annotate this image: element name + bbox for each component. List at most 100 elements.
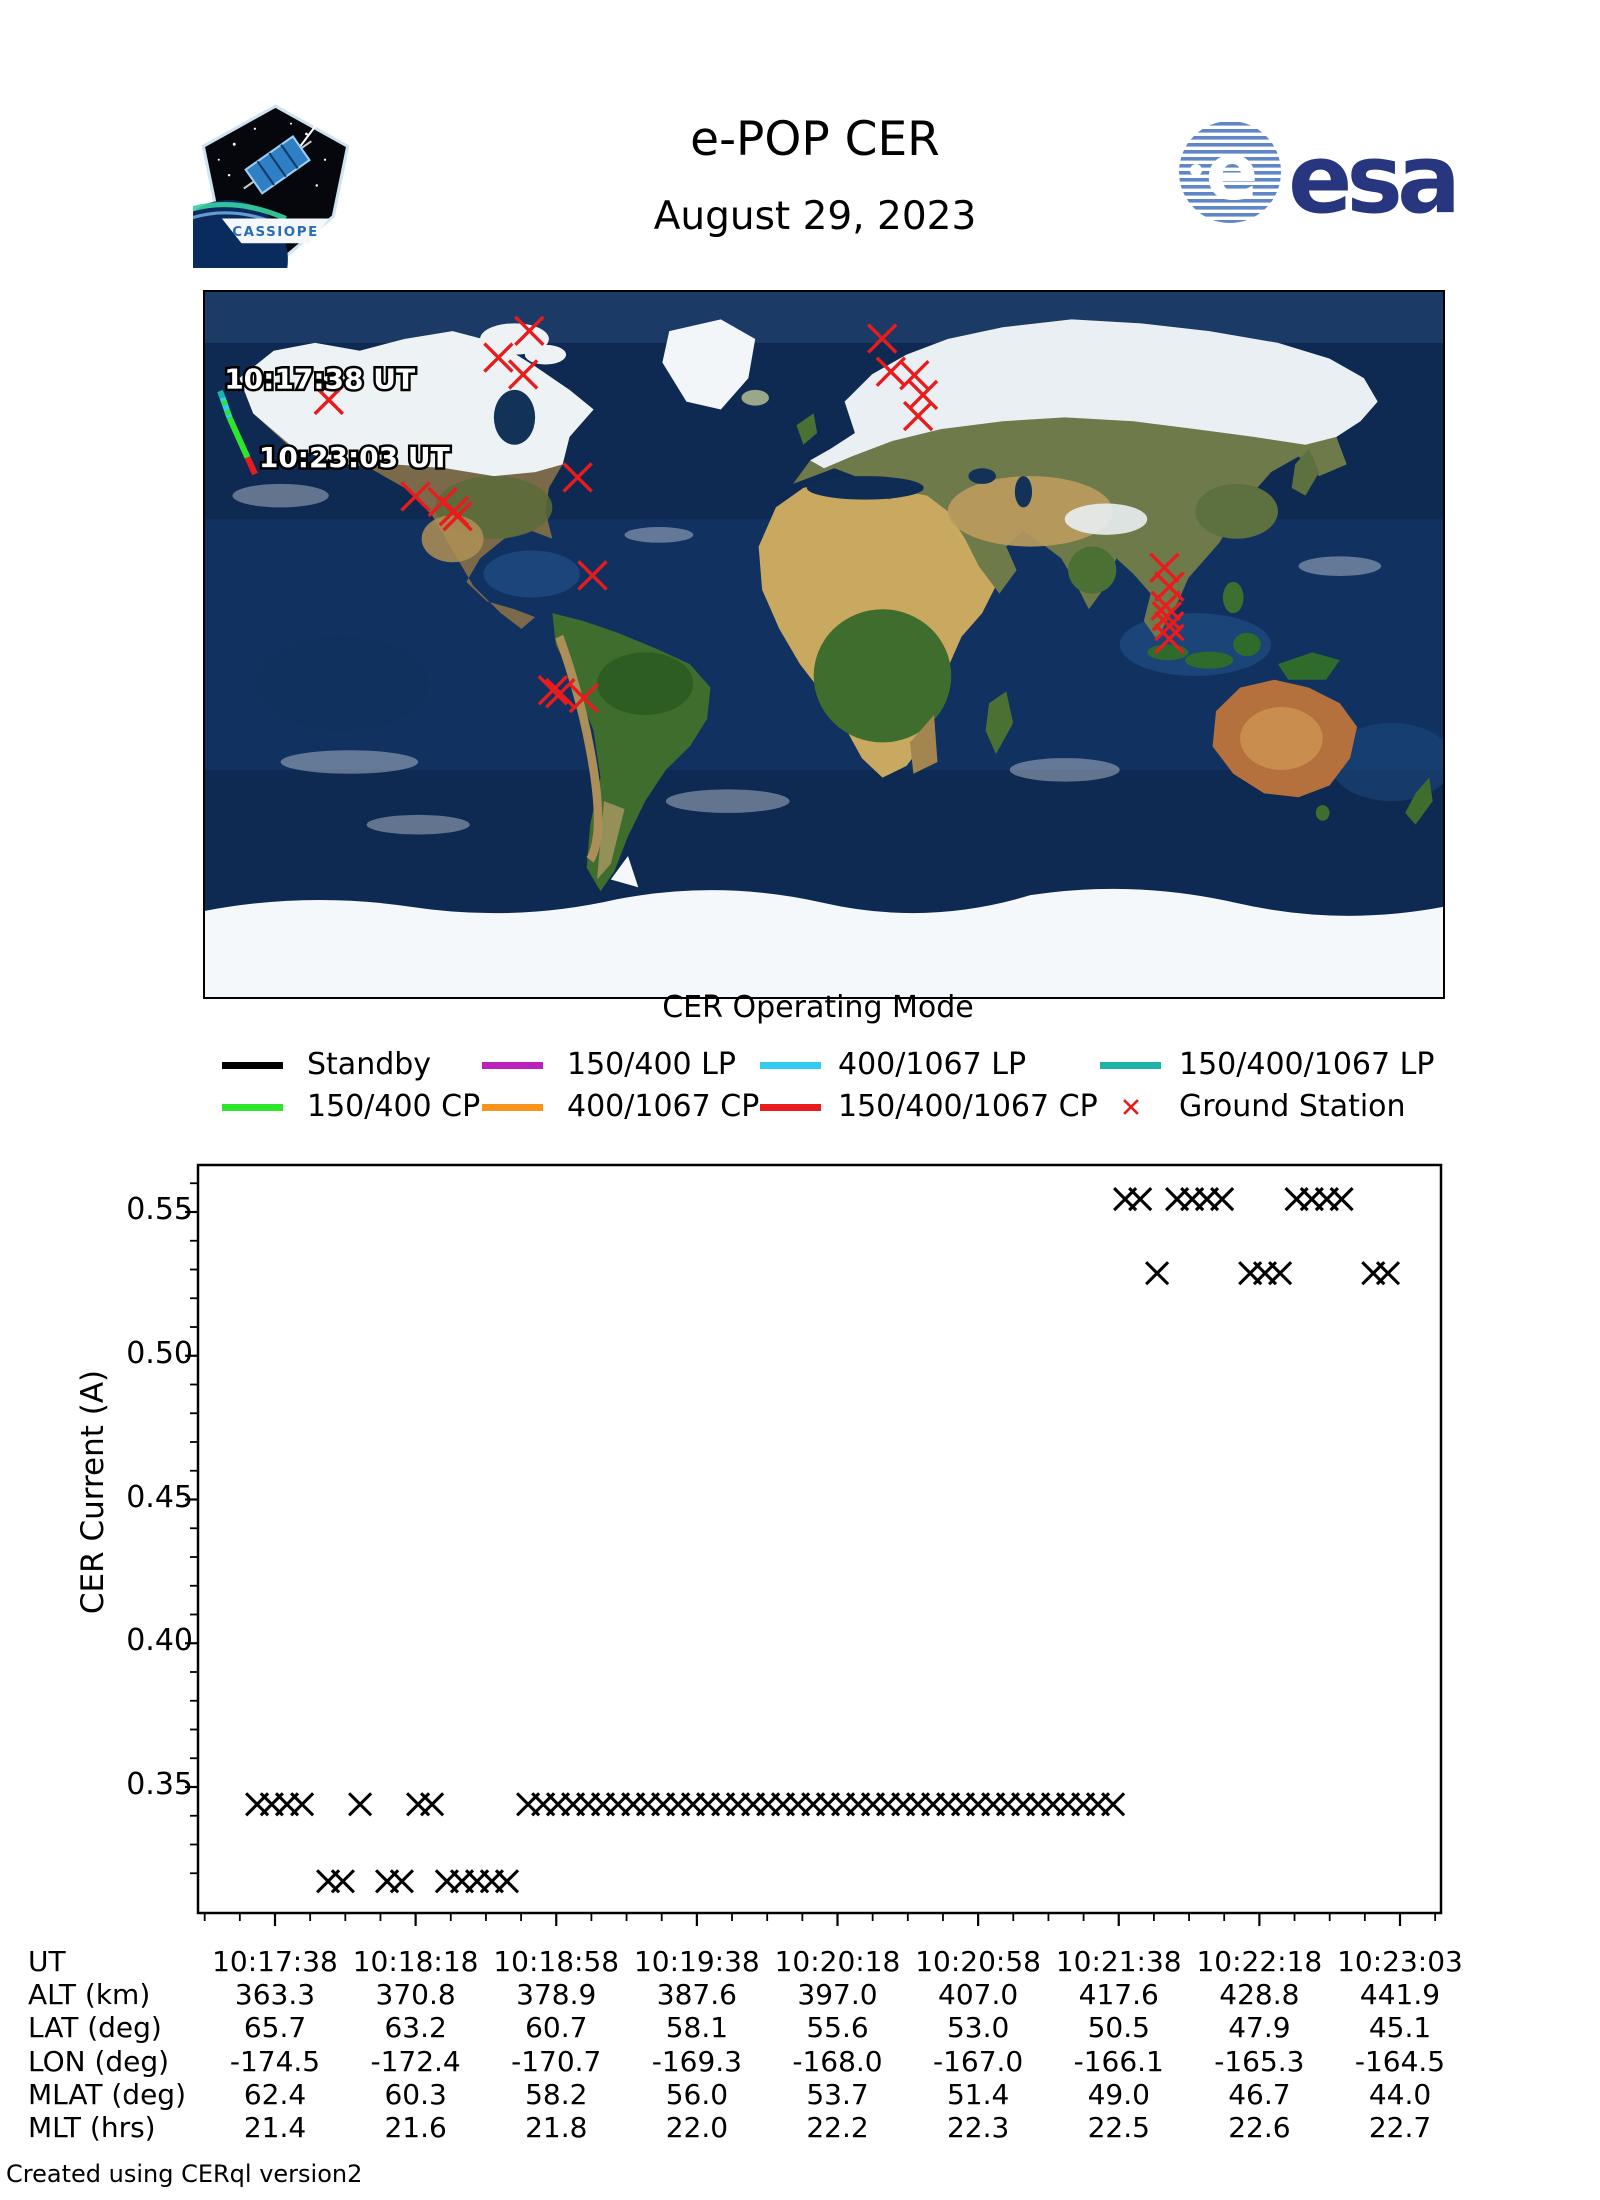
legend-swatch-line <box>482 1062 543 1069</box>
table-cell: -174.5 <box>229 2044 321 2078</box>
data-point-series <box>316 1869 520 1894</box>
legend-swatch-line <box>222 1104 283 1111</box>
table-row-label: MLT (hrs) <box>28 2111 156 2144</box>
satellite-track-segment <box>244 456 258 476</box>
ground-station-marker <box>1149 552 1180 583</box>
patch-name-band <box>221 218 330 244</box>
legend-ground-station-icon <box>1123 1099 1139 1115</box>
esa-logo-graphic: e esa <box>1179 121 1461 235</box>
legend-swatch-line <box>482 1104 543 1111</box>
ground-station-marker <box>1154 623 1185 655</box>
ground-station-marker <box>1154 610 1185 642</box>
esa-wordmark: esa <box>1288 125 1455 230</box>
table-cell: 378.9 <box>516 1978 597 2012</box>
table-cell: 65.7 <box>243 2011 307 2045</box>
ground-station-marker <box>313 384 345 416</box>
legend-item-label: 150/400 LP <box>567 1047 736 1082</box>
table-cell: 10:20:58 <box>915 1945 1041 1978</box>
table-row-label: MLAT (deg) <box>28 2077 187 2111</box>
y-axis-tick-label: 0.50 <box>126 1335 193 1371</box>
credit-text: Created using CERql version2 <box>6 2160 363 2188</box>
ground-station-marker <box>568 682 600 714</box>
data-point-marker <box>1268 1261 1293 1286</box>
table-cell: 10:18:18 <box>352 1945 479 1978</box>
data-point-series <box>245 1792 1126 1817</box>
table-cell: 21.4 <box>243 2111 307 2144</box>
data-point-marker <box>1210 1187 1235 1212</box>
table-cell: -166.1 <box>1073 2044 1164 2078</box>
ground-station-marker <box>442 500 473 532</box>
table-cell: 47.9 <box>1228 2011 1291 2045</box>
table-cell: 60.7 <box>525 2011 588 2045</box>
track-time-label: 10:23:03 UT <box>259 441 450 474</box>
table-cell: 22.7 <box>1368 2111 1432 2144</box>
patch-satellite <box>243 135 312 195</box>
data-point-marker <box>1145 1261 1170 1286</box>
ground-station-marker <box>902 400 934 432</box>
table-row-label: LON (deg) <box>28 2044 170 2078</box>
table-cell: 44.0 <box>1368 2077 1432 2111</box>
data-point-series <box>1113 1187 1354 1212</box>
table-cell: 60.3 <box>384 2077 447 2111</box>
esa-logo-icon: e esa <box>1175 115 1475 235</box>
page-title: e-POP CER <box>690 112 940 167</box>
table-cell: 63.2 <box>384 2011 447 2045</box>
legend-title: CER Operating Mode <box>662 990 974 1025</box>
satellite-track-segment <box>217 389 226 399</box>
cer-current-plot <box>185 1163 1443 1926</box>
cassiope-mission-patch-icon: CASSIOPE <box>168 103 358 320</box>
table-cell: 51.4 <box>946 2077 1010 2111</box>
cassiope-patch-graphic: CASSIOPE <box>168 104 350 320</box>
ground-station-marker <box>537 675 569 706</box>
table-cell: 10:22:18 <box>1196 1945 1323 1978</box>
legend-swatch-line <box>222 1062 283 1069</box>
page-date: August 29, 2023 <box>653 194 977 239</box>
map-clouds <box>232 483 1382 835</box>
table-cell: 50.5 <box>1087 2011 1150 2045</box>
table-cell: 428.8 <box>1219 1978 1300 2012</box>
data-point-marker <box>389 1869 414 1894</box>
data-point-marker <box>420 1792 445 1817</box>
legend-item-label: 150/400/1067 CP <box>838 1089 1098 1124</box>
table-cell: -169.3 <box>651 2044 742 2078</box>
table-row-label: LAT (deg) <box>28 2011 162 2045</box>
data-point-marker <box>1375 1261 1401 1286</box>
table-cell: 46.7 <box>1228 2077 1291 2111</box>
data-point-marker <box>494 1869 520 1894</box>
table-row-label: UT <box>28 1945 66 1978</box>
table-cell: 62.4 <box>243 2077 307 2111</box>
table-cell: 56.0 <box>665 2077 729 2111</box>
satellite-track-segment <box>224 409 232 416</box>
ground-station-marker <box>1154 571 1185 602</box>
data-point-marker <box>1329 1187 1354 1212</box>
data-point-marker <box>348 1792 373 1817</box>
esa-globe <box>1179 121 1281 223</box>
ground-station-marker <box>514 315 545 346</box>
table-cell: 397.0 <box>797 1978 878 2012</box>
data-point-marker <box>1128 1187 1153 1212</box>
table-cell: 387.6 <box>656 1978 737 2012</box>
table-cell: 45.1 <box>1368 2011 1432 2045</box>
table-cell: -165.3 <box>1214 2044 1305 2078</box>
table-cell: 10:23:03 <box>1337 1945 1463 1978</box>
data-point-marker <box>1101 1792 1126 1817</box>
y-axis-tick-label: 0.40 <box>126 1623 193 1659</box>
ground-station-marker <box>507 359 539 390</box>
legend-swatch-line <box>1100 1062 1161 1069</box>
ground-station-marker <box>562 462 593 493</box>
ground-station-marker <box>899 359 930 391</box>
table-cell: 370.8 <box>375 1978 456 2012</box>
table-cell: 10:17:38 <box>212 1945 338 1978</box>
table-cell: 58.2 <box>525 2077 588 2111</box>
ground-station-marker <box>545 677 576 709</box>
track-time-label: 10:17:38 UT <box>224 363 415 396</box>
table-cell: -170.7 <box>511 2044 602 2078</box>
table-cell: 55.6 <box>806 2011 869 2045</box>
data-point-marker <box>330 1869 355 1894</box>
legend-swatch-line <box>760 1062 821 1069</box>
table-cell: 53.7 <box>806 2077 869 2111</box>
ground-station-marker <box>907 379 939 411</box>
table-cell: -172.4 <box>370 2044 461 2078</box>
table-cell: 21.6 <box>384 2111 447 2144</box>
